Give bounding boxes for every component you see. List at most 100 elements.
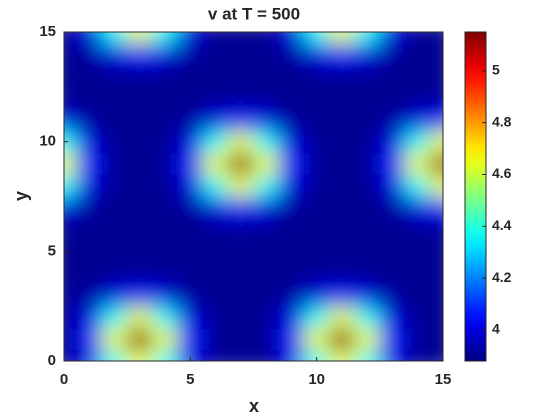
- plot-frame: [63, 31, 444, 362]
- heatmap-cell: [404, 305, 431, 329]
- heatmap-cell: [379, 64, 406, 88]
- heatmap-cell: [101, 283, 128, 307]
- heatmap-cell: [429, 349, 443, 361]
- heatmap-cell: [177, 64, 204, 88]
- heatmap-cell: [328, 349, 356, 361]
- heatmap-cell: [303, 86, 330, 110]
- y-axis-label: y: [11, 191, 31, 201]
- heatmap-cell: [379, 108, 406, 132]
- heatmap-cell: [328, 283, 356, 307]
- colorbar-tick-label: 4.2: [492, 269, 512, 285]
- heatmap-cell: [278, 349, 305, 361]
- heatmap-cell: [278, 42, 305, 66]
- heatmap-cell: [177, 283, 204, 307]
- heatmap-cell: [328, 42, 356, 66]
- heatmap-cell: [328, 196, 356, 219]
- heatmap-cell: [76, 349, 103, 361]
- heatmap-cell: [101, 108, 128, 132]
- heatmap-cell: [303, 305, 330, 329]
- heatmap-cell: [64, 283, 78, 307]
- heatmap-cell: [64, 32, 78, 44]
- heatmap-cell: [101, 327, 128, 351]
- heatmap-cell: [253, 152, 280, 176]
- heatmap-cell: [253, 130, 280, 154]
- heatmap-cell: [429, 305, 443, 329]
- y-tick-label: 5: [48, 242, 56, 259]
- heatmap-cell: [64, 42, 78, 66]
- heatmap-cell: [354, 217, 381, 241]
- heatmap-cell: [76, 196, 103, 219]
- heatmap-cell: [278, 217, 305, 241]
- heatmap-cell: [126, 32, 153, 44]
- heatmap-cell: [76, 32, 103, 44]
- heatmap-cell: [202, 152, 229, 176]
- heatmap-cell: [354, 108, 381, 132]
- heatmap-cell: [227, 305, 254, 329]
- heatmap-cell: [303, 261, 330, 285]
- heatmap-cell: [76, 283, 103, 307]
- heatmap-cell: [379, 283, 406, 307]
- heatmap-cell: [429, 42, 443, 66]
- heatmap-cell: [151, 261, 179, 285]
- x-tick-label: 0: [60, 371, 68, 388]
- heatmap-cell: [253, 42, 280, 66]
- heatmap-cell: [379, 327, 406, 351]
- heatmap-cell: [328, 152, 356, 176]
- heatmap-cell: [404, 64, 431, 88]
- heatmap-cell: [354, 32, 381, 44]
- heatmap-cell: [429, 86, 443, 110]
- heatmap-cell: [151, 108, 179, 132]
- heatmap-cell: [64, 327, 78, 351]
- heatmap-cell: [151, 349, 179, 361]
- heatmap-cell: [379, 152, 406, 176]
- heatmap-cell: [253, 217, 280, 241]
- heatmap-cell: [253, 86, 280, 110]
- heatmap-cell: [227, 130, 254, 154]
- heatmap-cell: [354, 130, 381, 154]
- heatmap-cell: [177, 196, 204, 219]
- heatmap-cell: [278, 108, 305, 132]
- heatmap-cell: [76, 64, 103, 88]
- heatmap-cell: [354, 64, 381, 88]
- heatmap-cell: [429, 283, 443, 307]
- heatmap-cell: [101, 239, 128, 263]
- heatmap-cell: [76, 130, 103, 154]
- heatmap-cell: [404, 283, 431, 307]
- heatmap-cell: [202, 130, 229, 154]
- heatmap-cell: [354, 42, 381, 66]
- heatmap-cell: [379, 239, 406, 263]
- heatmap-cell: [429, 32, 443, 44]
- heatmap-cell: [64, 261, 78, 285]
- heatmap-cell: [101, 349, 128, 361]
- heatmap-cell: [202, 196, 229, 219]
- heatmap-cell: [202, 327, 229, 351]
- heatmap-cell: [404, 196, 431, 219]
- heatmap-cell: [328, 327, 356, 351]
- heatmap-cell: [101, 86, 128, 110]
- heatmap-cell: [328, 64, 356, 88]
- heatmap-cell: [379, 261, 406, 285]
- heatmap-cell: [126, 152, 153, 176]
- heatmap-cell: [429, 130, 443, 154]
- heatmap-cell: [303, 32, 330, 44]
- heatmap-cell: [177, 108, 204, 132]
- heatmap-cell: [404, 108, 431, 132]
- heatmap-cell: [278, 327, 305, 351]
- heatmap-cell: [101, 130, 128, 154]
- heatmap-cell: [76, 327, 103, 351]
- heatmap-cell: [278, 64, 305, 88]
- heatmap-cell: [126, 86, 153, 110]
- heatmap-cell: [379, 196, 406, 219]
- heatmap-cell: [227, 261, 254, 285]
- heatmap-cell: [379, 305, 406, 329]
- y-tick-label: 15: [39, 23, 56, 40]
- heatmap-cell: [177, 86, 204, 110]
- heatmap-cell: [404, 217, 431, 241]
- heatmap-cell: [64, 86, 78, 110]
- heatmap-cell: [253, 64, 280, 88]
- heatmap-cell: [404, 327, 431, 351]
- colorbar-tick-label: 4.6: [492, 165, 512, 181]
- heatmap-cell: [227, 108, 254, 132]
- heatmap-cell: [253, 349, 280, 361]
- heatmap-cell: [202, 283, 229, 307]
